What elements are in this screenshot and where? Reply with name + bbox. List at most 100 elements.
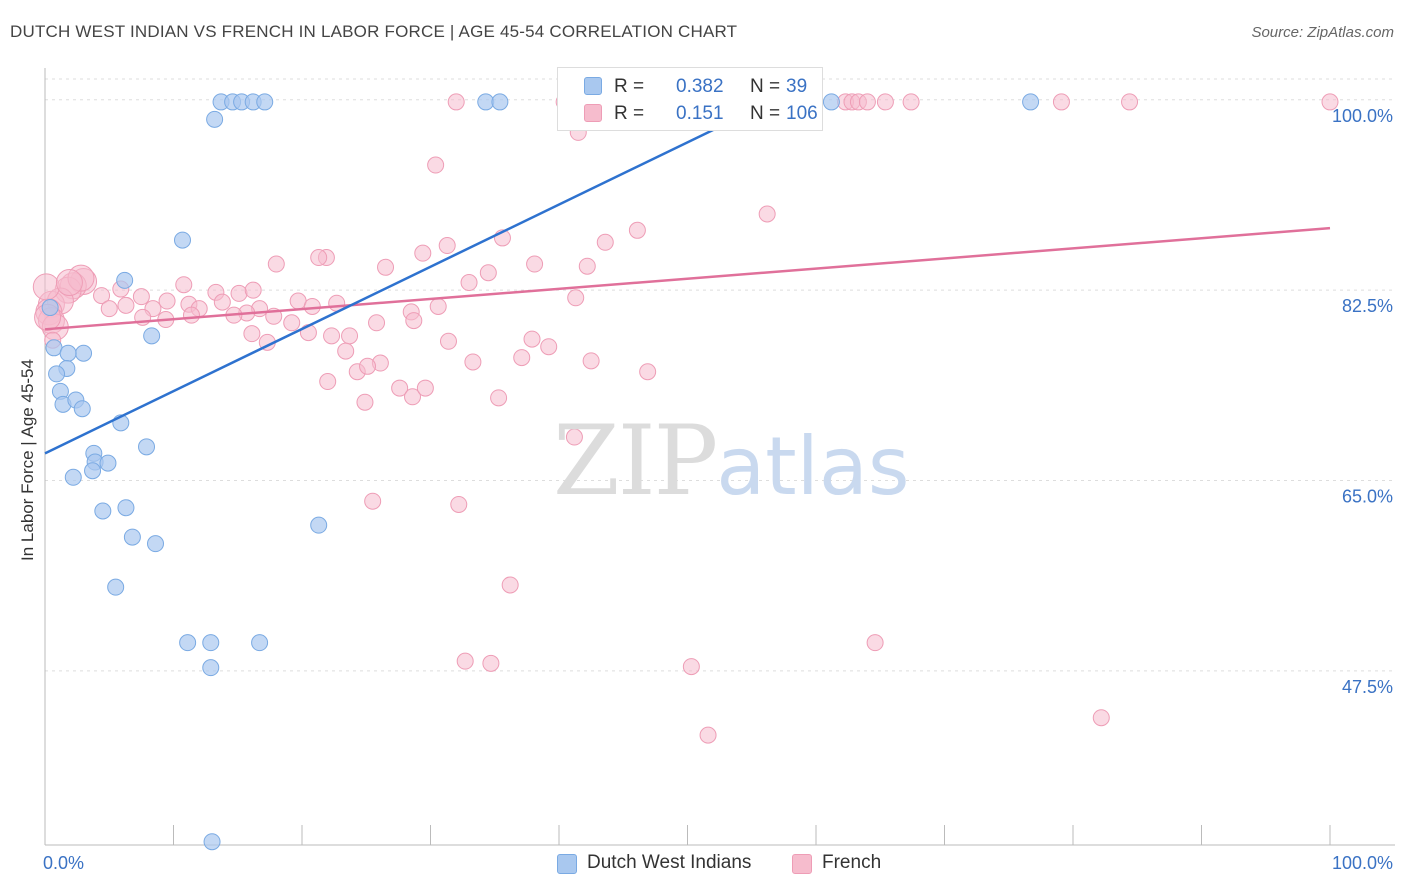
french-trend-line [44,226,1331,331]
french-point [526,255,544,273]
legend-swatch-blue [584,77,602,95]
french-point [567,289,585,307]
french-point [158,292,176,310]
legend-label: French [822,852,882,873]
x-tick-label: 100.0% [1332,853,1393,873]
french-point [414,244,432,262]
legend-swatch-pink [792,854,812,874]
y-tick-label: 47.5% [1342,677,1393,697]
watermark-zip: ZIP [553,405,718,517]
french-point [501,576,519,594]
dutch-west-indian-point [48,365,66,383]
french-point [416,379,434,397]
dutch-west-indian-point [202,634,220,652]
french-point [337,342,355,360]
dutch-west-indian-point [84,462,102,480]
french-point [902,93,920,111]
dutch-west-indian-point [202,659,220,677]
french-point [490,389,508,407]
dutch-west-indian-point [116,271,134,289]
french-point [1121,93,1139,111]
dutch-west-indian-point [41,299,59,317]
dutch-west-indian-point [75,344,93,362]
french-point [439,332,457,350]
french-point [513,349,531,367]
french-point [341,327,359,345]
dutch-west-indian-point [173,231,191,249]
legend-swatch-pink [584,104,602,122]
french-point [132,288,150,306]
dutch-west-indian-point [107,578,125,596]
dutch-west-indian-point [477,93,495,111]
dutch-west-indian-trend-line [44,100,772,455]
french-point [438,237,456,255]
dutch-west-indian-point [491,93,509,111]
french-point [175,276,193,294]
french-point [639,363,657,381]
x-tick-label: 0.0% [43,853,84,873]
dutch-west-indian-points [41,93,1040,851]
french-point [310,249,328,267]
r-value: 0.151 [676,103,724,124]
french-point [523,330,541,348]
y-axis-label: In Labor Force | Age 45-54 [18,359,37,561]
french-point [32,273,60,301]
french-point [405,312,423,330]
french-point [244,281,262,299]
french-point [429,297,447,315]
dutch-west-indian-point [143,327,161,345]
french-point [55,269,83,297]
french-point [482,654,500,672]
french-point [100,300,118,318]
dutch-west-indian-point [179,634,197,652]
french-point [377,258,395,276]
french-point [303,297,321,315]
dutch-west-indian-point [206,110,224,128]
trend-lines [44,100,1331,455]
french-point [243,325,261,343]
french-point [391,379,409,397]
n-value: 39 [786,76,808,97]
dutch-west-indian-point [251,634,269,652]
french-point [876,93,894,111]
french-point [628,221,646,239]
dutch-west-indian-point [94,502,112,520]
french-point [758,205,776,223]
french-point [117,296,135,314]
french-point [565,428,583,446]
watermark-atlas: atlas [716,420,910,513]
n-label: N = [750,103,781,124]
dutch-west-indian-point [147,535,165,553]
french-point [404,388,422,406]
r-label: R = [614,76,645,97]
tick-labels: 47.5% 65.0% 82.5% 100.0% 0.0% 100.0% [43,106,1393,873]
dutch-west-indian-point [310,516,328,534]
dutch-west-indian-point [117,499,135,517]
french-point [456,652,474,670]
dutch-west-indian-point [138,438,156,456]
legend-label: Dutch West Indians [587,852,752,873]
french-point [368,314,386,332]
dutch-west-indian-point [123,528,141,546]
french-point [447,93,465,111]
dutch-west-indian-point [64,468,82,486]
french-point [267,255,285,273]
french-point [540,338,558,356]
r-value: 0.382 [676,76,724,97]
chart-title: DUTCH WEST INDIAN VS FRENCH IN LABOR FOR… [10,22,738,41]
french-point [1052,93,1070,111]
french-point [1321,93,1339,111]
french-point [359,357,377,375]
french-point [460,274,478,292]
french-point [582,352,600,370]
r-label: R = [614,103,645,124]
french-point [213,293,231,311]
watermark: ZIPatlas [553,405,910,517]
stats-legend: R = 0.382 N = 39 R = 0.151 N = 106 [557,67,823,131]
french-point [283,314,301,332]
n-value: 106 [786,103,818,124]
french-point [230,284,248,302]
french-point [699,726,717,744]
french-point [364,492,382,510]
french-point [319,373,337,391]
